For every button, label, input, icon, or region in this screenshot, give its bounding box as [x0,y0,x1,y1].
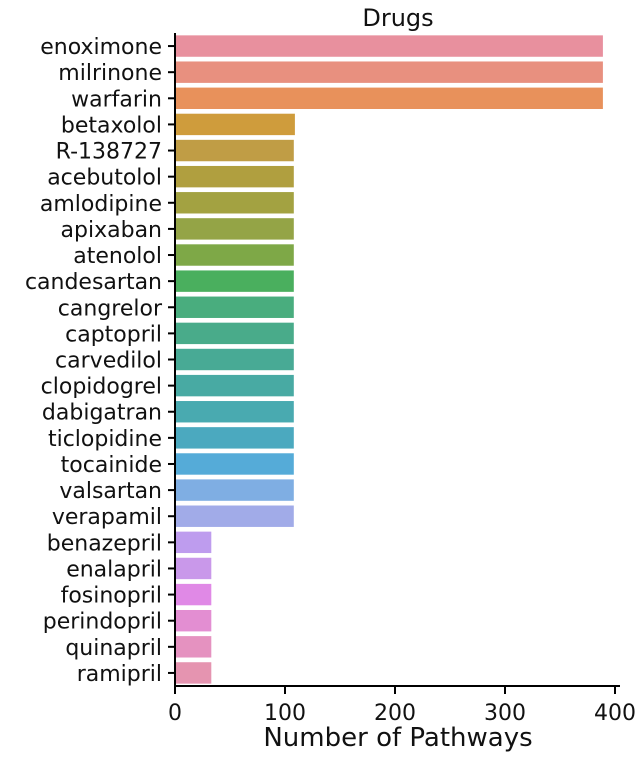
y-tick-label: benazepril [47,531,162,556]
y-tick-label: candesartan [25,270,162,295]
bar-verapamil [175,505,294,527]
bar-betaxolol [175,113,295,136]
y-tick-label: atenolol [73,244,162,269]
y-tick-label: captopril [65,322,162,347]
y-tick-label: acebutolol [47,166,162,191]
y-tick-label: clopidogrel [41,375,162,400]
y-tick-label: valsartan [59,479,162,504]
bar-cangrelor [175,296,294,318]
x-tick-label: 100 [264,701,306,726]
x-axis-label: Number of Pathways [263,723,532,753]
bar-fosinopril [175,583,212,606]
bar-amlodipine [175,192,294,214]
y-tick-label: ticlopidine [48,427,162,452]
y-tick-label: milrinone [58,61,162,86]
y-tick-label: enoximone [40,35,162,60]
bar-clopidogrel [175,374,294,397]
y-tick-label: verapamil [52,505,162,530]
y-tick-label: ramipril [77,662,162,687]
x-tick-label: 400 [594,701,636,726]
bar-acebutolol [175,165,294,188]
x-tick-label: 200 [374,701,416,726]
y-tick-label: betaxolol [61,113,162,138]
y-tick-label: R-138727 [56,140,162,165]
bar-ramipril [175,662,212,684]
bar-apixaban [175,218,294,240]
bars-group [175,35,603,684]
x-tick-label: 0 [168,701,182,726]
y-tick-label: warfarin [71,87,162,112]
y-tick-label: dabigatran [42,401,162,426]
bar-perindopril [175,609,212,632]
y-tick-label: apixaban [61,218,162,243]
y-tick-label: quinapril [65,636,162,661]
bar-ticlopidine [175,427,294,449]
bar-tocainide [175,453,294,475]
y-tick-label: carvedilol [55,349,162,374]
bar-milrinone [175,61,603,83]
chart-title: Drugs [362,4,433,32]
bar-benazepril [175,531,212,554]
bar-r-138727 [175,139,294,162]
bar-candesartan [175,270,294,292]
bar-valsartan [175,479,294,501]
bar-carvedilol [175,348,294,371]
bar-dabigatran [175,401,294,423]
bar-captopril [175,322,294,345]
y-tick-label: fosinopril [61,584,162,609]
x-axis-ticks: 0 100 200 300 400 [168,686,636,726]
y-tick-label: amlodipine [40,192,162,217]
y-tick-label: cangrelor [58,296,163,321]
bar-enalapril [175,557,212,580]
y-axis-labels: enoximonemilrinonewarfarinbetaxololR-138… [25,35,175,687]
y-tick-label: enalapril [66,557,162,582]
y-tick-label: perindopril [43,610,162,635]
bar-atenolol [175,244,294,266]
bar-quinapril [175,636,212,658]
bar-enoximone [175,35,603,57]
bar-warfarin [175,87,603,110]
y-tick-label: tocainide [61,453,162,478]
x-tick-label: 300 [484,701,526,726]
